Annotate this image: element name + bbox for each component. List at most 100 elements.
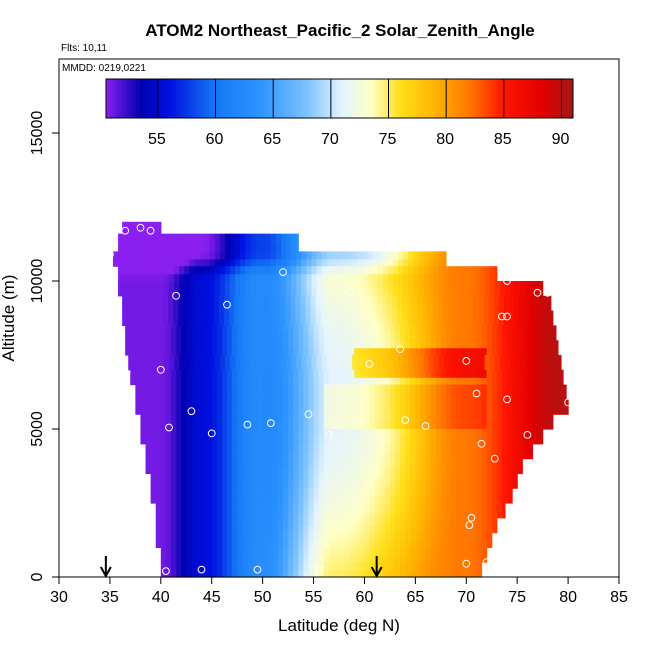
heatmap-cell [318, 436, 325, 445]
heatmap-cell [240, 258, 246, 267]
heatmap-cell [491, 458, 498, 467]
heatmap-cell [283, 554, 289, 563]
colorbar-segment [206, 79, 210, 118]
heatmap-cell [400, 377, 406, 386]
heatmap-cell [389, 429, 396, 437]
heatmap-cell [186, 532, 192, 541]
heatmap-cell [232, 332, 238, 341]
heatmap-cell [486, 473, 493, 482]
heatmap-cell [244, 318, 250, 326]
heatmap-cell [267, 392, 274, 400]
observation-point [523, 431, 532, 439]
heatmap-cell [476, 384, 483, 393]
heatmap-cell [410, 406, 416, 415]
heatmap-cell [181, 569, 187, 578]
heatmap-cell [415, 414, 422, 423]
heatmap-cell [451, 466, 457, 474]
heatmap-cell [525, 362, 532, 371]
heatmap-cell [318, 451, 325, 460]
heatmap-cell [344, 532, 350, 541]
heatmap-cell [507, 377, 513, 386]
heatmap-cell [305, 318, 312, 326]
heatmap-cell [313, 414, 320, 423]
heatmap-cell [542, 332, 549, 341]
observation-point [482, 558, 491, 567]
heatmap-cell [328, 495, 335, 504]
heatmap-cell [288, 495, 294, 504]
heatmap-cell [318, 503, 325, 511]
colorbar-segment [466, 79, 471, 118]
heatmap-cell [142, 303, 149, 312]
heatmap-cell [186, 332, 192, 341]
heatmap-cell [303, 473, 310, 482]
heatmap-cell [196, 340, 203, 349]
heatmap-cell [398, 281, 404, 289]
heatmap-cell [262, 429, 269, 437]
heatmap-cell [242, 488, 248, 497]
heatmap-cell [453, 310, 459, 319]
heatmap-cell [237, 377, 243, 386]
heatmap-cell [415, 347, 422, 356]
heatmap-cell [286, 233, 292, 238]
heatmap-cell [267, 414, 274, 423]
heatmap-cell [216, 377, 223, 386]
heatmap-cell [318, 547, 325, 556]
heatmap-cell [415, 466, 422, 474]
heatmap-cell [240, 273, 246, 282]
heatmap-cell [313, 569, 320, 578]
heatmap-cell [308, 525, 315, 534]
heatmap-cell [517, 406, 523, 415]
heatmap-cell [384, 547, 391, 556]
heatmap-cell [445, 540, 452, 548]
heatmap-cell [555, 355, 562, 363]
heatmap-cell [181, 466, 187, 474]
heatmap-cell [265, 236, 272, 245]
heatmap-cell [232, 421, 238, 430]
heatmap-cell [199, 236, 206, 245]
heatmap-cell [335, 310, 342, 319]
heatmap-cell [176, 540, 182, 548]
heatmap-cell [171, 488, 177, 497]
heatmap-cell [245, 233, 252, 238]
heatmap-cell [142, 310, 149, 319]
heatmap-cell [387, 266, 394, 275]
heatmap-cell [239, 318, 245, 326]
heatmap-cell [206, 436, 213, 445]
heatmap-cell [496, 458, 503, 467]
heatmap-cell [250, 258, 257, 267]
heatmap-cell [351, 303, 357, 312]
heatmap-cell [257, 562, 264, 571]
heatmap-cell [150, 399, 157, 408]
heatmap-cell [389, 562, 396, 571]
heatmap-cell [235, 233, 241, 238]
heatmap-cell [547, 347, 554, 356]
observation-point [462, 357, 471, 365]
heatmap-cell [247, 532, 254, 541]
heatmap-cell [552, 384, 559, 393]
heatmap-cell [367, 266, 374, 275]
heatmap-cell [501, 458, 508, 467]
heatmap-cell [379, 443, 386, 452]
heatmap-cell [354, 517, 360, 526]
heatmap-cell [188, 318, 194, 326]
heatmap-cell [211, 540, 218, 548]
heatmap-cell [359, 562, 366, 571]
heatmap-cell [270, 355, 277, 363]
heatmap-cell [524, 303, 530, 312]
heatmap-cell [451, 503, 457, 511]
heatmap-cell [344, 421, 350, 430]
colorbar-segment [169, 79, 174, 118]
heatmap-cell [519, 318, 525, 326]
heatmap-cell [135, 384, 142, 393]
heatmap-cell [427, 318, 434, 326]
heatmap-cell [313, 332, 320, 341]
heatmap-cell [428, 251, 435, 260]
heatmap-cell [211, 510, 218, 519]
heatmap-cell [349, 443, 355, 452]
heatmap-cell [415, 554, 422, 563]
heatmap-cell [275, 355, 282, 363]
heatmap-cell [499, 281, 506, 289]
heatmap-cell [379, 347, 386, 356]
heatmap-cell [532, 347, 539, 356]
heatmap-cell [474, 355, 481, 363]
